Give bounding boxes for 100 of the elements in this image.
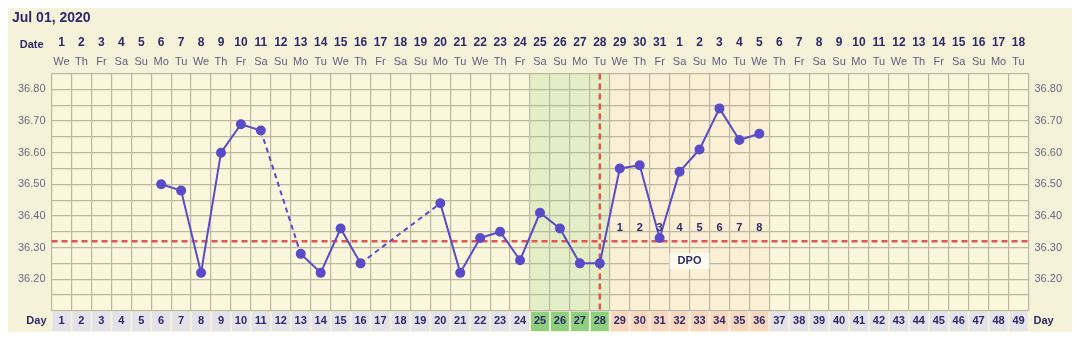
x2-tick-label: 15 We bbox=[332, 35, 349, 67]
point bbox=[574, 258, 585, 269]
x2-tick-label: 9 Su bbox=[832, 35, 846, 67]
y2-tick-label: 36.30 bbox=[1034, 240, 1062, 253]
x-tick-label: 18 bbox=[394, 314, 407, 327]
x-tick-label: 12 bbox=[274, 314, 287, 327]
x2-tick-label: 3 Mo bbox=[711, 35, 728, 67]
x-tick-label: 30 bbox=[633, 314, 646, 327]
x-tick-label: 22 bbox=[474, 314, 487, 327]
x2-tick-label: 15 Sa bbox=[951, 35, 967, 67]
point bbox=[435, 198, 446, 209]
y-tick-label: 36.70 bbox=[18, 114, 46, 127]
x2-tick-label: 18 Tu bbox=[1011, 35, 1026, 67]
x-tick-label: 47 bbox=[972, 314, 985, 327]
x-tick-label: 11 bbox=[255, 314, 267, 327]
x2-tick-label: 6 Th bbox=[772, 35, 786, 67]
text: Day bbox=[26, 314, 47, 327]
y2-tick-label: 36.70 bbox=[1034, 114, 1062, 127]
x-tick-label: 37 bbox=[773, 314, 786, 327]
point bbox=[255, 125, 266, 136]
x2-tick-label: 2 Su bbox=[692, 35, 707, 67]
x2-tick-label: 5 We bbox=[751, 35, 768, 67]
point bbox=[455, 267, 466, 278]
x-tick-label: 29 bbox=[613, 314, 626, 327]
x-tick-label: 25 bbox=[533, 314, 547, 327]
point bbox=[614, 163, 625, 174]
x-tick-label: 48 bbox=[992, 314, 1005, 327]
x-tick-label: 13 bbox=[294, 314, 307, 327]
x-tick-label: 32 bbox=[673, 314, 686, 327]
x-tick-label: 8 bbox=[198, 314, 205, 327]
x-tick-label: 16 bbox=[354, 314, 367, 327]
x2-tick-label: 4 Tu bbox=[733, 35, 746, 67]
x-tick-label: 10 bbox=[234, 314, 248, 327]
x-tick-label: 35 bbox=[733, 314, 746, 327]
x-tick-label: 24 bbox=[513, 314, 528, 327]
y-tick-label: 36.80 bbox=[18, 82, 46, 95]
x2-tick-label: 1 We bbox=[53, 35, 70, 67]
x2-tick-label: 17 Mo bbox=[990, 35, 1007, 67]
y2-tick-label: 36.20 bbox=[1034, 272, 1062, 285]
annotation: 3 bbox=[656, 221, 663, 234]
x-tick-label: 1 bbox=[58, 314, 65, 327]
point bbox=[156, 179, 167, 190]
x-tick-label: 17 bbox=[374, 314, 387, 327]
x2-tick-label: 20 Mo bbox=[432, 35, 448, 67]
x-axis-title: Day bbox=[1033, 314, 1055, 327]
x2-tick-label: 19 Su bbox=[413, 35, 428, 67]
x-tick-label: 43 bbox=[892, 314, 905, 327]
x-tick-label: 36 bbox=[753, 314, 766, 327]
x-tick-label: 49 bbox=[1012, 314, 1025, 327]
y-tick-label: 36.30 bbox=[18, 240, 46, 253]
x-tick-label: 28 bbox=[593, 314, 606, 327]
x-tick-label: 5 bbox=[138, 314, 145, 327]
x-tick-label: 21 bbox=[454, 314, 467, 327]
x2-tick-label: 1 Sa bbox=[672, 35, 688, 67]
x2-tick-label: 29 We bbox=[611, 35, 628, 67]
x-tick-label: 33 bbox=[693, 314, 706, 327]
annotation: DPO bbox=[677, 254, 702, 267]
annotation: 5 bbox=[696, 221, 703, 234]
point bbox=[714, 103, 725, 114]
point bbox=[355, 258, 366, 269]
x2-tick-label: 8 Sa bbox=[812, 35, 827, 67]
x2-tick-label: 13 Mo bbox=[293, 35, 309, 67]
x-tick-label: 23 bbox=[494, 314, 507, 327]
x2-tick-label: 28 Tu bbox=[593, 35, 607, 67]
y2-tick-label: 36.50 bbox=[1034, 177, 1062, 190]
point bbox=[475, 233, 486, 244]
x-tick-label: 19 bbox=[414, 314, 427, 327]
point bbox=[295, 248, 306, 259]
x2-tick-label: 7 Tu bbox=[174, 35, 188, 67]
x2-tick-label: 14 Tu bbox=[314, 35, 328, 67]
point bbox=[216, 147, 226, 158]
x2-tick-label: 2 Th bbox=[75, 35, 88, 67]
annotation: 8 bbox=[756, 221, 763, 234]
x2-tick-label: 10 Mo bbox=[851, 35, 867, 67]
point bbox=[495, 226, 506, 237]
x-tick-label: 15 bbox=[334, 314, 347, 327]
point bbox=[734, 135, 745, 146]
x-tick-label: 45 bbox=[932, 314, 945, 327]
x2-tick-label: 12 We bbox=[890, 35, 908, 67]
point bbox=[634, 160, 645, 171]
chart-title: Jul 01, 2020 bbox=[12, 9, 91, 26]
x2-tick-label: 22 We bbox=[472, 35, 489, 67]
x-tick-label: 7 bbox=[178, 314, 185, 327]
x2-tick-label: 14 Fr bbox=[932, 35, 946, 67]
x2-tick-label: 4 Sa bbox=[114, 35, 129, 67]
x-tick-label: 26 bbox=[553, 314, 567, 327]
x2-tick-label: 9 Th bbox=[214, 35, 228, 67]
annotation: 4 bbox=[676, 221, 684, 234]
annotation: 7 bbox=[736, 221, 743, 234]
x2-tick-label: 17 Fr bbox=[373, 35, 388, 67]
point bbox=[315, 267, 326, 278]
point bbox=[235, 119, 246, 130]
x-tick-label: 34 bbox=[713, 314, 727, 327]
annotation: 1 bbox=[616, 221, 623, 234]
x2-tick-label: 23 Th bbox=[493, 35, 508, 67]
point bbox=[694, 144, 705, 155]
x2-tick-label: 27 Mo bbox=[572, 35, 588, 67]
x-tick-label: 2 bbox=[78, 314, 85, 327]
point bbox=[535, 207, 545, 218]
x-tick-label: 9 bbox=[217, 314, 225, 327]
